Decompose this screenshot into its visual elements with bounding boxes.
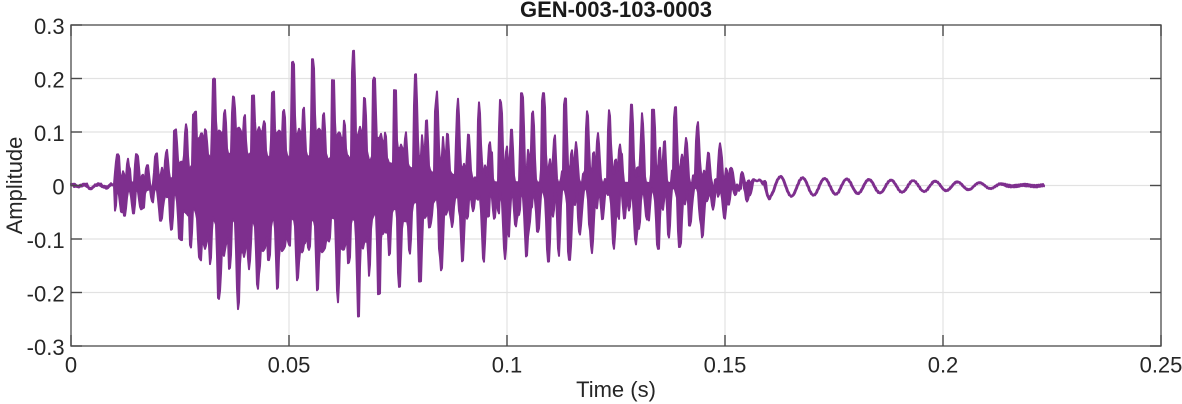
- svg-text:GEN-003-103-0003: GEN-003-103-0003: [520, 0, 712, 22]
- svg-text:0.1: 0.1: [492, 352, 523, 377]
- svg-text:0.25: 0.25: [1140, 352, 1182, 377]
- svg-text:0.2: 0.2: [928, 352, 959, 377]
- svg-text:0: 0: [65, 352, 77, 377]
- svg-text:0.05: 0.05: [268, 352, 311, 377]
- svg-text:0: 0: [52, 174, 64, 199]
- svg-text:-0.1: -0.1: [27, 228, 65, 253]
- svg-text:0.3: 0.3: [34, 14, 65, 39]
- svg-text:Amplitude: Amplitude: [2, 137, 27, 235]
- svg-text:0.1: 0.1: [34, 121, 65, 146]
- svg-text:-0.3: -0.3: [27, 335, 65, 360]
- svg-text:0.2: 0.2: [34, 67, 65, 92]
- svg-text:Time (s): Time (s): [576, 377, 656, 402]
- svg-text:-0.2: -0.2: [27, 281, 65, 306]
- svg-text:0.15: 0.15: [704, 352, 747, 377]
